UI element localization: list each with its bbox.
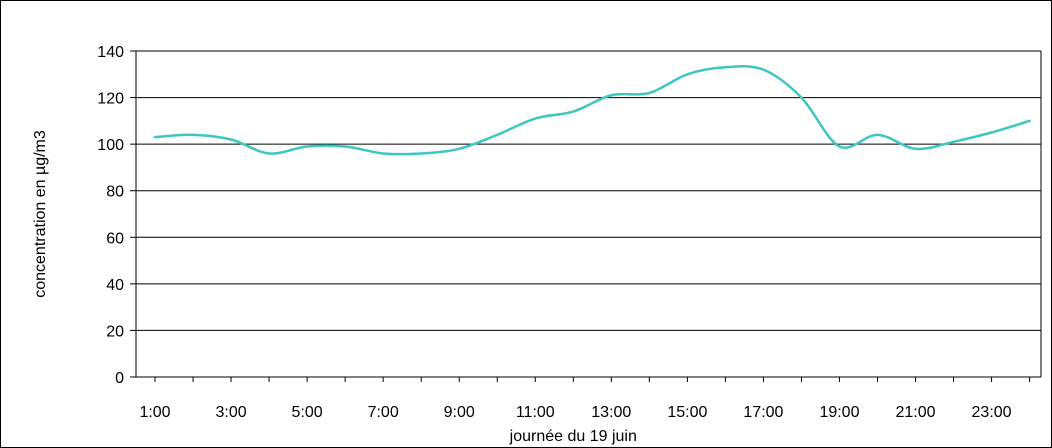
x-tick-label: 15:00 [667, 404, 707, 421]
x-tick-label: 3:00 [215, 404, 246, 421]
y-tick-labels: 0 20 40 60 80 100 120 140 [97, 44, 124, 387]
gridlines [136, 50, 1041, 331]
x-tick-label: 11:00 [516, 404, 555, 421]
y-tick-label: 40 [106, 277, 124, 294]
y-tick-label: 140 [97, 44, 124, 61]
axes [130, 50, 1042, 382]
y-axis-label: concentration en µg/m3 [32, 130, 49, 298]
y-tick-label: 120 [97, 91, 124, 108]
x-tick-label: 17:00 [743, 404, 783, 421]
x-tick-label: 13:00 [591, 404, 631, 421]
x-tick-labels: 1:00 3:00 5:00 7:00 9:00 11:00 13:00 15:00 17:00… [139, 404, 1011, 421]
y-tick-label: 0 [115, 370, 124, 387]
series-line [153, 65, 1031, 156]
y-tick-label: 80 [106, 184, 124, 201]
x-axis-label: journée du 19 juin [509, 428, 637, 445]
x-tick-label: 19:00 [819, 404, 859, 421]
y-tick-label: 20 [106, 323, 124, 340]
x-tick-label: 5:00 [292, 404, 323, 421]
x-tick-label: 1:00 [139, 404, 170, 421]
series-layer [153, 65, 1031, 156]
x-tick-label: 9:00 [444, 404, 475, 421]
x-tick-label: 7:00 [368, 404, 399, 421]
y-tick-label: 60 [106, 230, 124, 247]
y-tick-label: 100 [97, 137, 124, 154]
x-tick-label: 21:00 [895, 404, 935, 421]
x-tick-label: 23:00 [972, 404, 1012, 421]
